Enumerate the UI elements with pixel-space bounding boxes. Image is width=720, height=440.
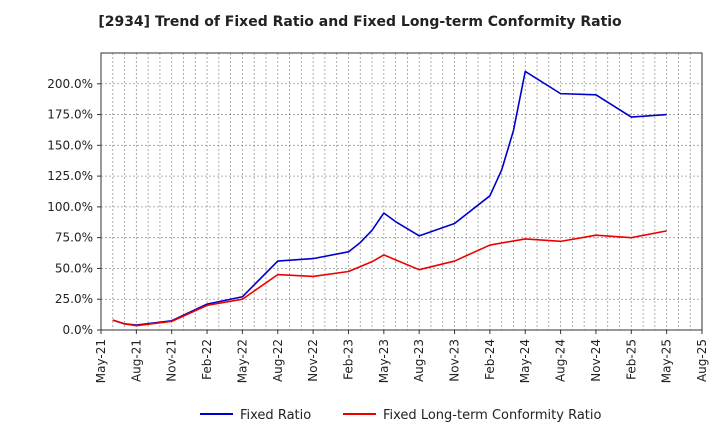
x-tick-label: Aug-21 [129, 339, 143, 382]
x-tick-label: May-25 [660, 339, 674, 383]
x-tick-label: May-22 [235, 339, 249, 383]
chart-title: [2934] Trend of Fixed Ratio and Fixed Lo… [98, 14, 622, 30]
x-tick-label: Feb-23 [341, 339, 355, 380]
y-tick-label: 50.0% [55, 261, 93, 275]
y-tick-label: 0.0% [63, 323, 94, 337]
x-tick-label: Feb-22 [200, 339, 214, 380]
x-tick-label: Aug-23 [412, 339, 426, 382]
x-tick-label: Nov-24 [589, 339, 603, 382]
x-tick-label: Feb-25 [624, 339, 638, 380]
y-tick-label: 25.0% [55, 292, 93, 306]
x-tick-label: Nov-22 [306, 339, 320, 382]
x-tick-label: Nov-23 [448, 339, 462, 382]
legend-label-fixed-ratio: Fixed Ratio [240, 408, 311, 423]
series-line-fixed-ratio [112, 70, 667, 326]
y-tick-label: 75.0% [55, 231, 93, 245]
y-tick-label: 125.0% [47, 169, 93, 183]
x-tick-label: Aug-22 [271, 339, 285, 382]
x-tick-label: Feb-24 [483, 339, 497, 380]
legend-label-fixed-long-term-conformity-ratio: Fixed Long-term Conformity Ratio [383, 408, 602, 423]
series-line-fixed-long-term-conformity-ratio [112, 230, 667, 327]
y-tick-label: 100.0% [47, 200, 93, 214]
x-tick-label: Aug-25 [695, 339, 709, 382]
y-tick-label: 200.0% [47, 77, 93, 91]
plot-area [101, 53, 702, 330]
y-tick-label: 175.0% [47, 108, 93, 122]
x-tick-label: Nov-21 [165, 339, 179, 382]
x-tick-label: May-21 [94, 339, 108, 383]
y-tick-label: 150.0% [47, 138, 93, 152]
x-tick-label: May-24 [518, 339, 532, 383]
plot-frame [100, 52, 703, 331]
x-tick-label: May-23 [377, 339, 391, 383]
x-tick-label: Aug-24 [554, 339, 568, 382]
